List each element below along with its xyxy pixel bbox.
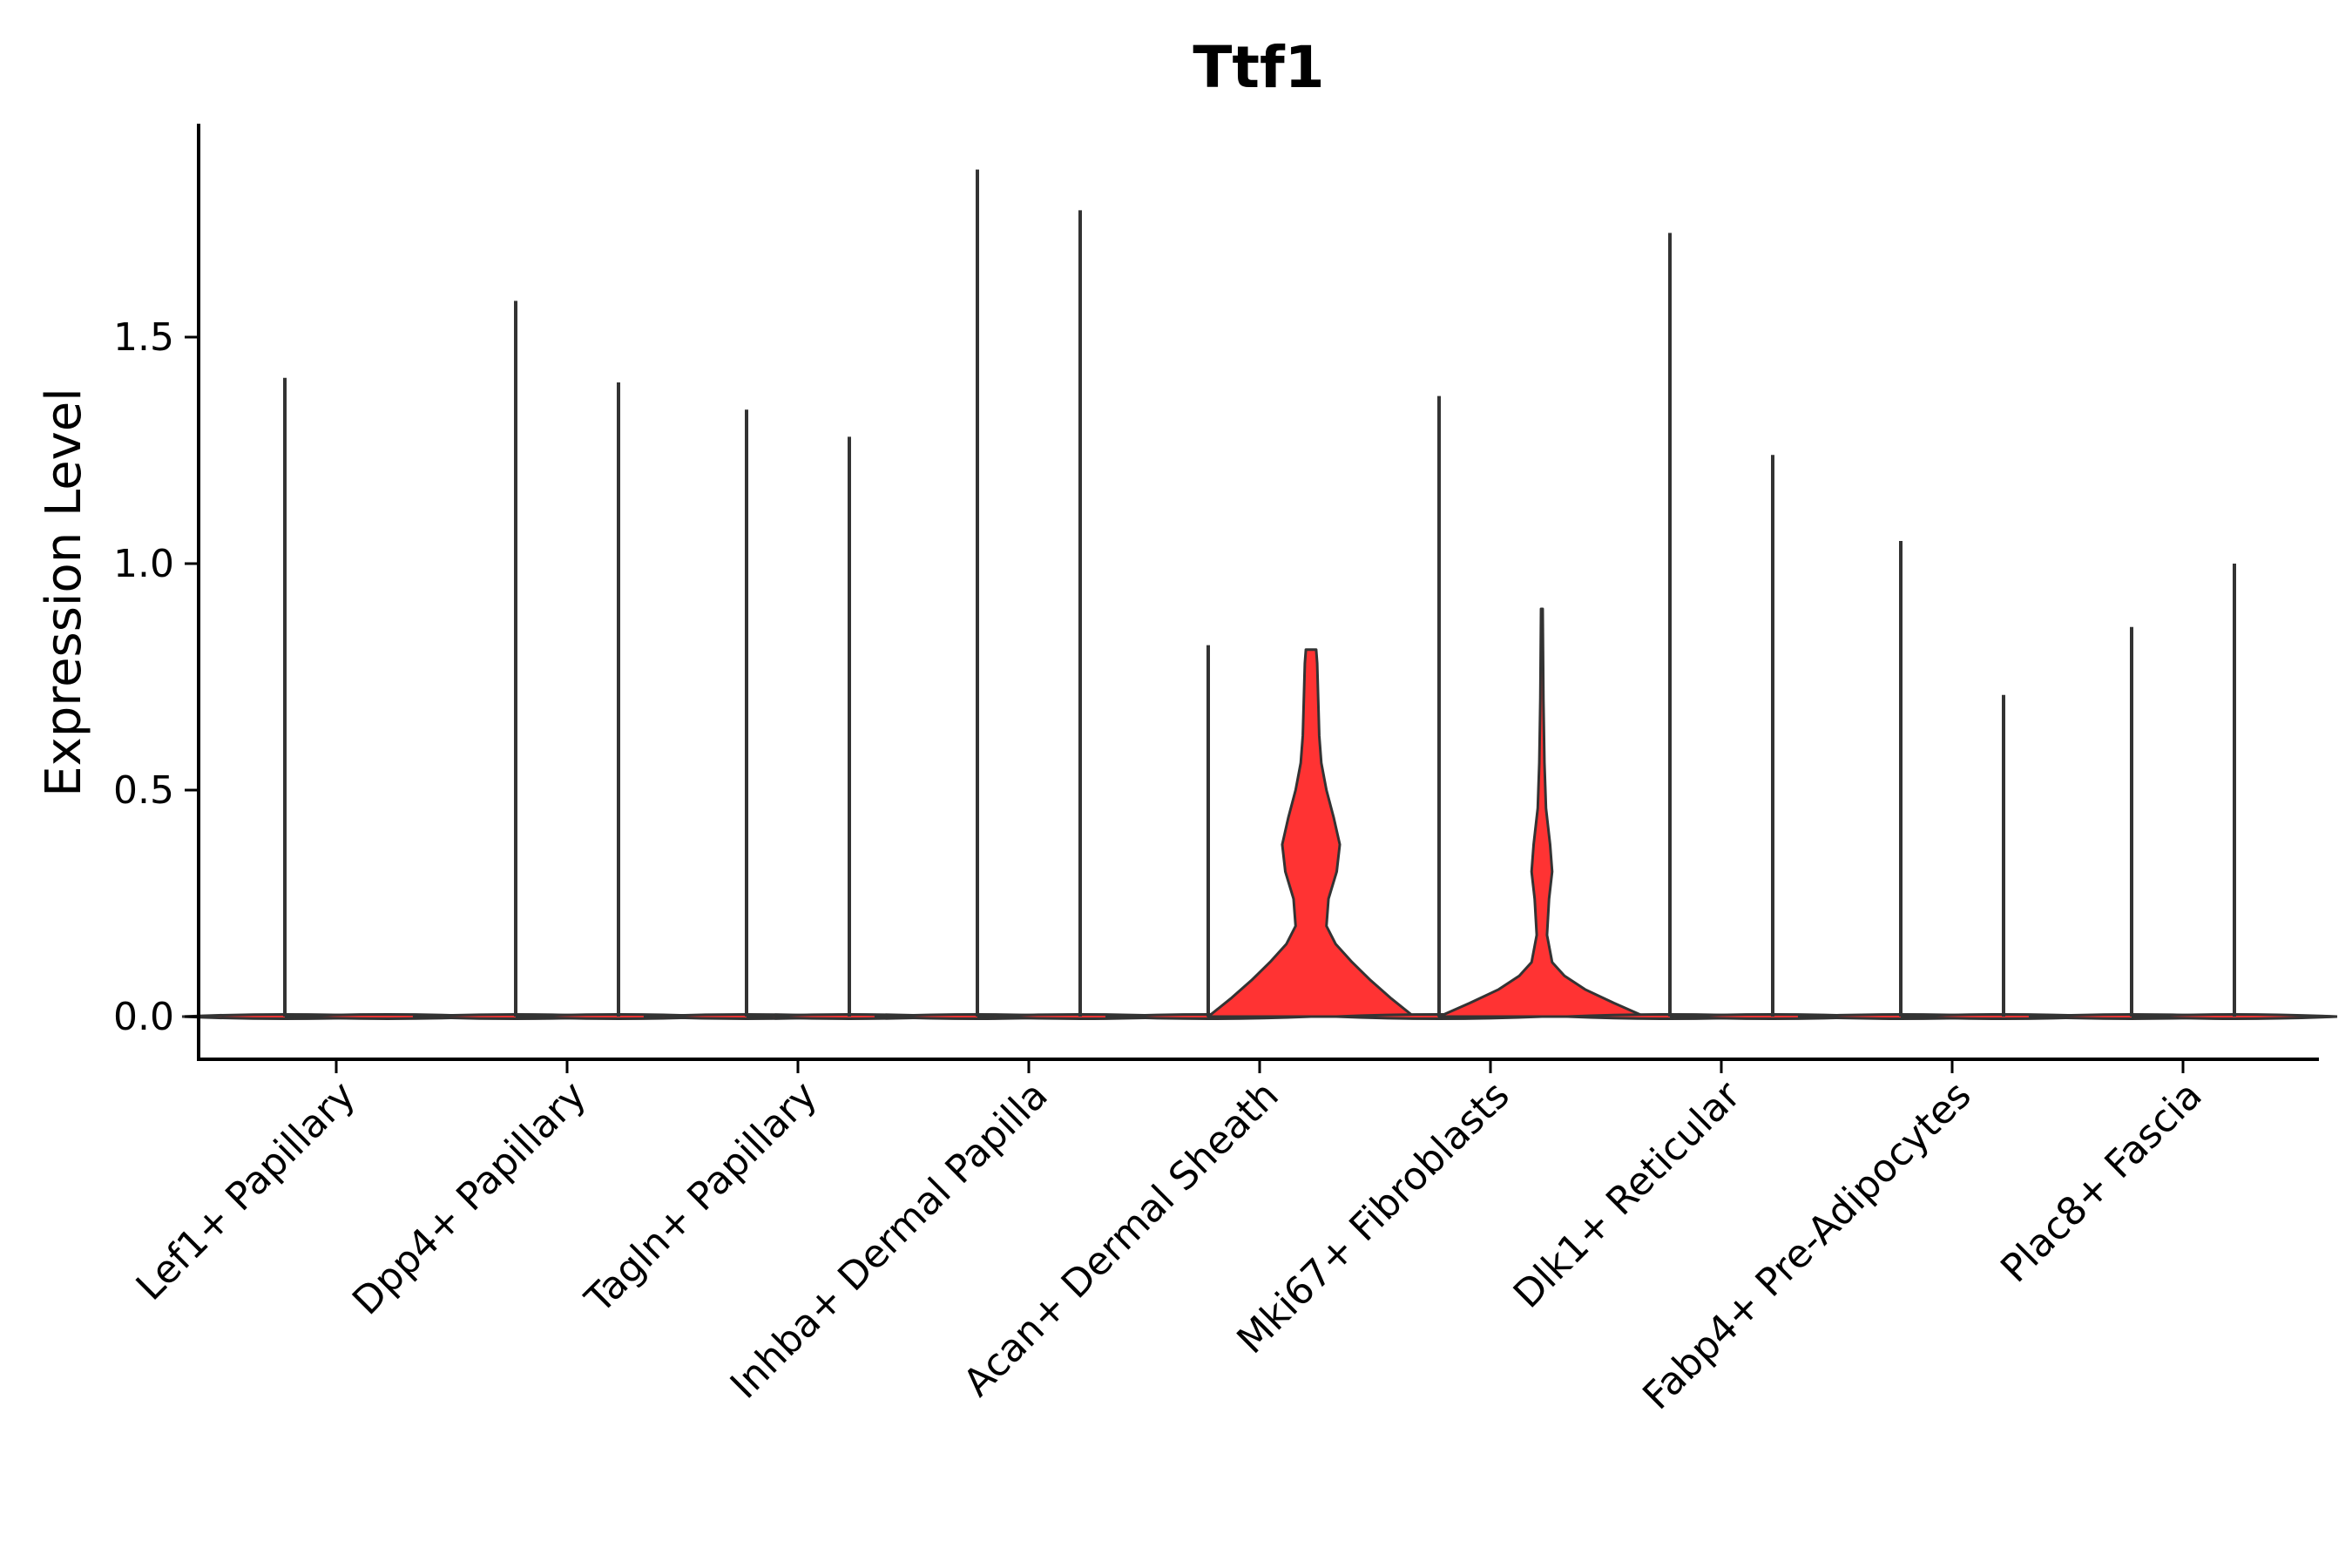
x-tick-label: Plac8+ Fascia (1992, 1073, 2211, 1292)
y-tick-label: 0.0 (113, 995, 174, 1039)
x-tick-label: Lef1+ Papillary (128, 1073, 364, 1309)
plot-area (181, 169, 2338, 1020)
violin-filled (1437, 607, 1646, 1018)
x-tick-label: Tagln+ Papillary (577, 1073, 826, 1322)
violin-filled (1206, 648, 1416, 1018)
chart-title: Ttf1 (1193, 34, 1324, 101)
y-tick-label: 0.5 (113, 768, 174, 813)
y-tick-label: 1.0 (113, 542, 174, 586)
y-axis-label: Expression Level (36, 388, 92, 797)
x-tick-label: Dpp4+ Papillary (344, 1073, 595, 1324)
x-tick-label: Dlk1+ Reticular (1505, 1072, 1750, 1317)
y-tick-label: 1.5 (113, 315, 174, 360)
